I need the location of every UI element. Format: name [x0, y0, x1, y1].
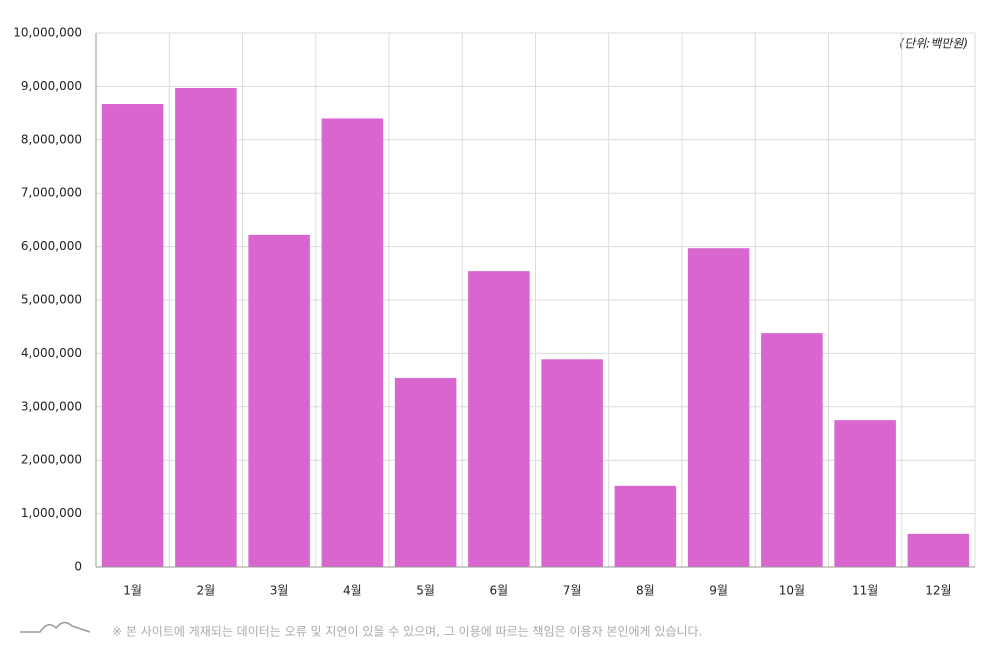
x-tick-label: 4월 [343, 584, 362, 598]
x-tick-label: 1월 [123, 584, 142, 598]
x-tick-label: 11월 [852, 584, 878, 598]
logo [20, 621, 91, 633]
y-tick-label: 10,000,000 [13, 26, 82, 40]
x-tick-label: 12월 [925, 584, 951, 598]
bar [761, 333, 823, 567]
x-tick-label: 10월 [779, 584, 805, 598]
x-tick-label: 2월 [197, 584, 216, 598]
bar [321, 118, 384, 567]
footnote: ※ 본 사이트에 게재되는 데이터는 오류 및 지연이 있을 수 있으며, 그 … [112, 624, 702, 639]
y-tick-label: 6,000,000 [21, 239, 82, 253]
y-tick-label: 5,000,000 [21, 293, 82, 307]
x-tick-label: 5월 [416, 584, 435, 598]
y-tick-label: 0 [74, 560, 82, 574]
bar [614, 485, 677, 567]
y-tick-label: 9,000,000 [21, 79, 82, 93]
x-tick-label: 9월 [709, 584, 728, 598]
bar [248, 234, 310, 568]
bar [101, 104, 164, 567]
y-tick-label: 2,000,000 [21, 453, 82, 467]
y-tick-label: 4,000,000 [21, 346, 82, 360]
x-tick-label: 8월 [636, 584, 655, 598]
unit-note: (단위:백만원) [899, 37, 968, 51]
y-tick-label: 3,000,000 [21, 399, 82, 413]
x-tick-label: 3월 [270, 584, 289, 598]
x-tick-label: 6월 [490, 584, 509, 598]
bar [394, 377, 457, 567]
bar [834, 420, 896, 567]
bar [468, 271, 530, 567]
bar [175, 88, 237, 567]
y-tick-label: 1,000,000 [21, 506, 82, 520]
x-tick-label: 7월 [563, 584, 582, 598]
bar [541, 359, 603, 567]
bar [907, 533, 970, 567]
bar [687, 248, 750, 567]
y-tick-label: 8,000,000 [21, 132, 82, 146]
y-tick-label: 7,000,000 [21, 186, 82, 200]
